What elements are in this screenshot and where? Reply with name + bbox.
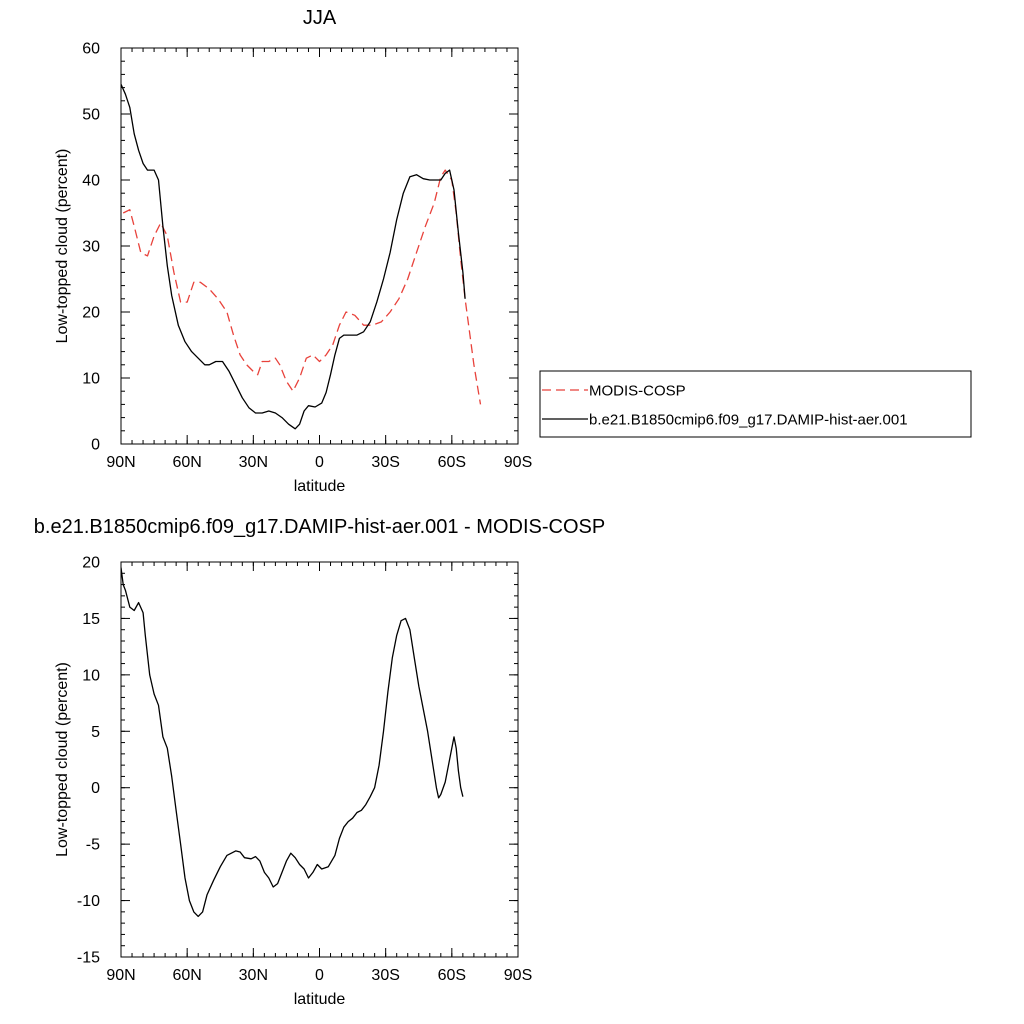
y-tick-label: 20 xyxy=(82,555,100,572)
y-tick-label: 0 xyxy=(91,437,100,454)
x-tick-label: 0 xyxy=(315,967,324,984)
plot-frame xyxy=(120,561,519,958)
y-tick-label: 15 xyxy=(82,611,100,628)
y-tick-label: -10 xyxy=(77,893,100,910)
y-tick-label: 10 xyxy=(82,667,100,684)
y-tick-label: 5 xyxy=(91,724,100,741)
series-line-difference xyxy=(121,567,464,918)
x-tick-label: 30N xyxy=(239,967,268,984)
x-tick-label: 60S xyxy=(438,967,466,984)
y-axis-label: Low-topped cloud (percent) xyxy=(54,149,71,344)
x-tick-label: 90S xyxy=(504,454,532,471)
x-tick-label: 30N xyxy=(239,454,268,471)
y-tick-label: 20 xyxy=(82,305,100,322)
legend-label: MODIS-COSP xyxy=(589,383,686,400)
y-tick-label: 40 xyxy=(82,173,100,190)
y-tick-label: 10 xyxy=(82,371,100,388)
x-axis-label: latitude xyxy=(294,478,346,495)
y-tick-label: 50 xyxy=(82,107,100,124)
x-tick-label: 30S xyxy=(371,967,399,984)
x-tick-label: 90S xyxy=(504,967,532,984)
x-tick-label: 90N xyxy=(106,454,135,471)
top-chart: JJA 90N 60N 30N 0 30S 60S 90S 0 10 20 30 40 50 60 latit… xyxy=(54,7,972,495)
x-tick-label: 60N xyxy=(172,454,201,471)
x-tick-label: 60S xyxy=(438,454,466,471)
chart-title: JJA xyxy=(303,7,337,29)
y-tick-label: 0 xyxy=(91,780,100,797)
legend-box xyxy=(539,370,972,438)
x-tick-label: 30S xyxy=(371,454,399,471)
y-tick-label: 30 xyxy=(82,239,100,256)
x-tick-label: 60N xyxy=(172,967,201,984)
y-axis-label: Low-topped cloud (percent) xyxy=(54,662,71,857)
plot-frame xyxy=(120,47,519,445)
x-tick-label: 90N xyxy=(106,967,135,984)
y-tick-label: 60 xyxy=(82,41,100,58)
legend-label: b.e21.B1850cmip6.f09_g17.DAMIP-hist-aer.… xyxy=(589,412,908,429)
y-tick-label: -15 xyxy=(77,950,100,967)
series-line-b-e21-b1850cmip6-f09-g17-damip-hist-aer-001 xyxy=(121,84,466,430)
legend: MODIS-COSP b.e21.B1850cmip6.f09_g17.DAMIP… xyxy=(539,370,972,438)
series-line-modis-cosp xyxy=(122,169,482,405)
chart-title: b.e21.B1850cmip6.f09_g17.DAMIP-hist-aer.… xyxy=(34,516,605,538)
bottom-chart: b.e21.B1850cmip6.f09_g17.DAMIP-hist-aer.… xyxy=(34,516,605,1008)
x-axis-label: latitude xyxy=(294,991,346,1008)
y-tick-label: -5 xyxy=(86,837,100,854)
x-tick-label: 0 xyxy=(315,454,324,471)
